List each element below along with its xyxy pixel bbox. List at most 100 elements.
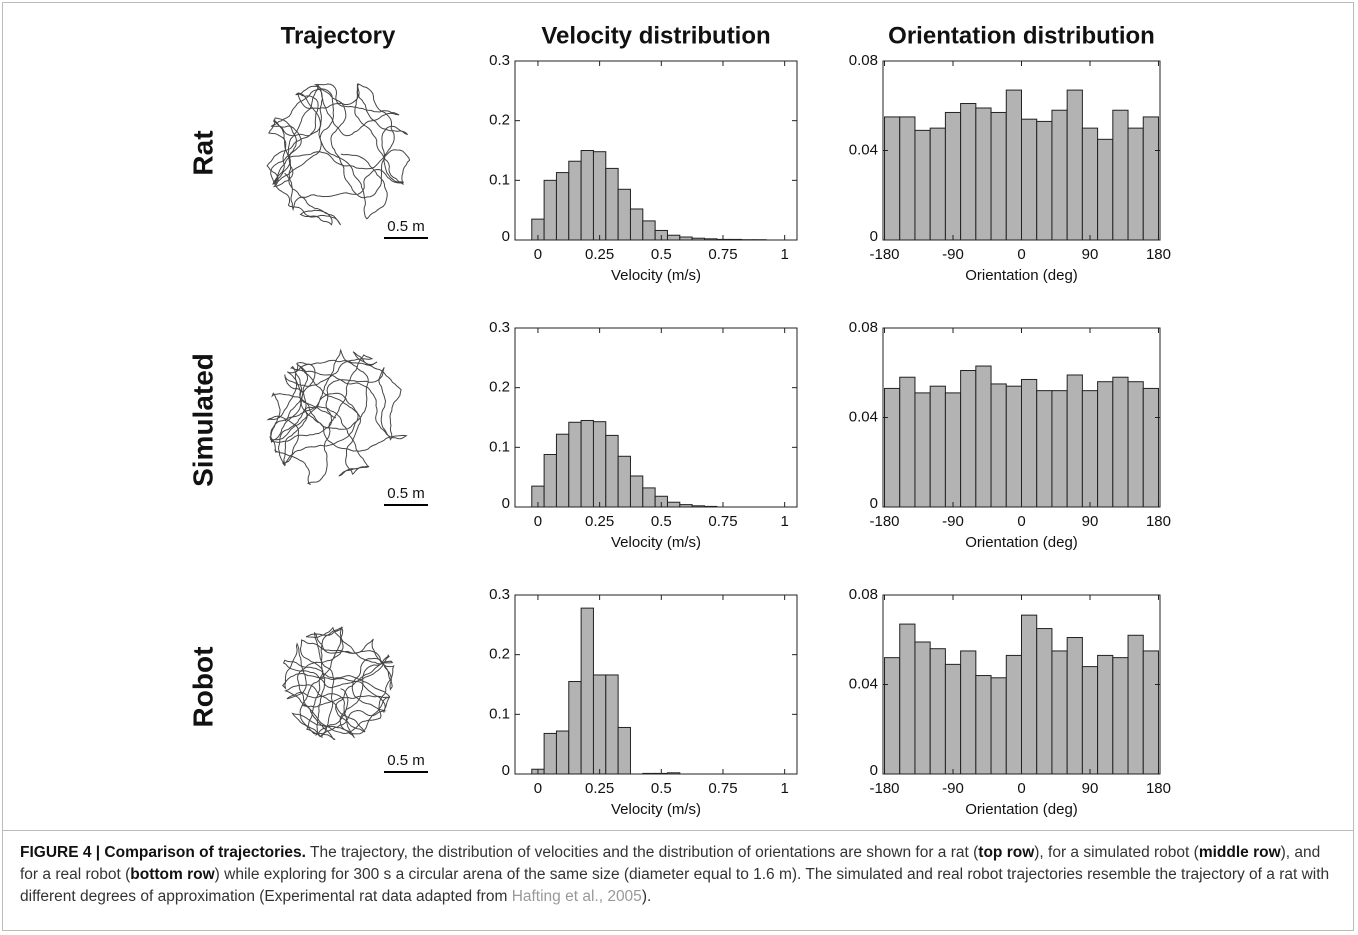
x-tick-label: 0.75: [708, 780, 737, 797]
bar: [580, 150, 594, 241]
bar: [1112, 376, 1129, 508]
bar: [592, 674, 607, 775]
bar: [1127, 634, 1144, 775]
bar: [929, 648, 946, 775]
bar: [1066, 374, 1083, 508]
bar: [990, 111, 1007, 241]
bar: [914, 641, 931, 775]
x-tick-label: 1: [780, 780, 788, 797]
bar: [1051, 650, 1068, 775]
y-tick-label: 0.1: [489, 705, 510, 722]
bar: [1066, 637, 1083, 775]
bar: [884, 657, 901, 775]
bar: [1112, 109, 1129, 241]
bar: [642, 220, 656, 241]
bar: [990, 383, 1007, 508]
x-axis-label: Velocity (m/s): [611, 801, 701, 818]
bar: [1021, 614, 1038, 775]
x-tick-label: 180: [1146, 246, 1171, 263]
bar: [1021, 378, 1038, 508]
caption-bold: middle row: [1198, 844, 1281, 861]
bar: [1081, 666, 1099, 775]
bar: [1051, 109, 1068, 241]
scale-bar-label: 0.5 m: [387, 218, 425, 235]
x-axis-label: Orientation (deg): [965, 534, 1078, 551]
bar: [629, 208, 644, 241]
y-tick-label: 0.08: [849, 586, 878, 603]
bar: [960, 370, 977, 508]
bar: [914, 129, 931, 241]
y-tick-label: 0.3: [489, 586, 510, 603]
x-tick-label: 180: [1146, 513, 1171, 530]
plot-frame: [514, 594, 798, 775]
bar: [1097, 138, 1114, 241]
bar: [1142, 650, 1159, 775]
y-tick-label: 0.3: [489, 52, 510, 69]
bar: [1127, 127, 1144, 241]
y-tick-label: 0.04: [849, 141, 878, 158]
bar: [543, 453, 557, 508]
y-tick-label: 0: [870, 762, 878, 779]
bar: [1081, 390, 1099, 508]
bar: [899, 623, 916, 775]
scale-bar-label: 0.5 m: [387, 752, 425, 769]
bar: [666, 501, 681, 508]
y-tick-label: 0.08: [849, 319, 878, 336]
bar: [592, 151, 607, 241]
bar: [1112, 657, 1129, 775]
x-tick-label: 1: [780, 246, 788, 263]
x-axis-label: Velocity (m/s): [611, 267, 701, 284]
bar: [1081, 127, 1099, 241]
bar: [580, 607, 594, 775]
row-label: Robot: [187, 647, 218, 728]
x-tick-label: 0.75: [708, 513, 737, 530]
bar: [1127, 381, 1144, 508]
bar: [580, 419, 594, 508]
figure: Trajectory Rat 0.5 m Simulated 0.5 m Robot 0.…: [187, 22, 1171, 818]
x-tick-label: 0: [1017, 246, 1025, 263]
bar: [1142, 387, 1159, 508]
x-tick-label: 0.5: [651, 513, 672, 530]
y-tick-label: 0.1: [489, 438, 510, 455]
bar: [666, 234, 681, 241]
bar: [568, 160, 582, 241]
row-label: Rat: [187, 130, 218, 175]
bar: [543, 732, 557, 775]
bar: [884, 116, 901, 241]
x-tick-label: 90: [1082, 513, 1099, 530]
column-header: Trajectory: [281, 22, 396, 49]
bar: [944, 392, 962, 508]
bar: [642, 487, 656, 508]
bar: [555, 730, 570, 775]
x-tick-label: -90: [942, 513, 964, 530]
caption-text: ).: [641, 888, 652, 905]
x-tick-label: 0: [534, 513, 542, 530]
y-tick-label: 0.1: [489, 171, 510, 188]
bar: [914, 392, 931, 508]
citation-link[interactable]: Hafting et al., 2005: [511, 888, 642, 905]
y-tick-label: 0: [502, 228, 510, 245]
caption-label: FIGURE 4 | Comparison of trajectories.: [20, 844, 306, 861]
bar: [975, 675, 992, 775]
bar: [568, 421, 582, 508]
y-tick-label: 0.04: [849, 675, 878, 692]
bar: [605, 167, 619, 241]
x-tick-label: 0.5: [651, 246, 672, 263]
bar: [1036, 628, 1053, 775]
caption-text: ), for a simulated robot (: [1034, 844, 1199, 861]
x-tick-label: 1: [780, 513, 788, 530]
x-tick-label: 90: [1082, 780, 1099, 797]
bar: [1005, 385, 1022, 508]
bar: [944, 663, 962, 775]
x-tick-label: 0.25: [585, 246, 614, 263]
y-tick-label: 0: [502, 762, 510, 779]
bar: [1036, 120, 1053, 241]
x-axis-label: Orientation (deg): [965, 267, 1078, 284]
x-tick-label: -180: [870, 246, 900, 263]
bar: [592, 421, 607, 508]
x-tick-label: 0.5: [651, 780, 672, 797]
bar: [975, 365, 992, 508]
bar: [605, 434, 619, 508]
caption-bold: bottom row: [130, 866, 215, 883]
